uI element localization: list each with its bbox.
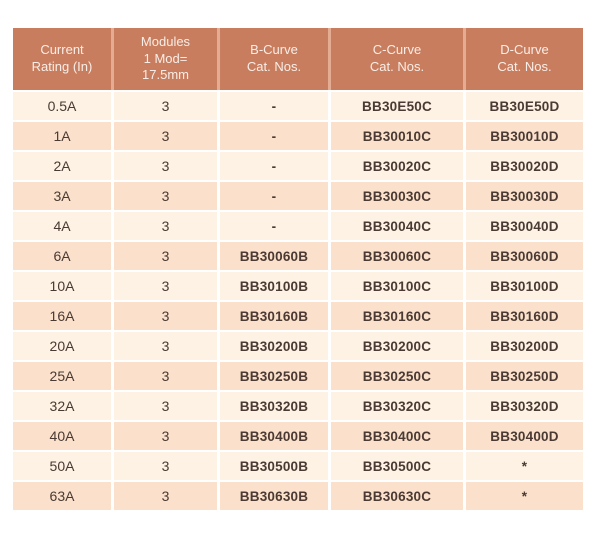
column-header-modules: Modules 1 Mod= 17.5mm <box>111 28 217 90</box>
table-row-40A: 40A 3 BB30400B BB30400C BB30400D <box>13 422 583 450</box>
cell-d-curve-10A: BB30100D <box>466 272 583 300</box>
cell-current-rating-10A: 10A <box>13 272 111 300</box>
table-row-50A: 50A 3 BB30500B BB30500C * <box>13 452 583 480</box>
cell-b-curve-63A: BB30630B <box>220 482 328 510</box>
cell-current-rating-40A: 40A <box>13 422 111 450</box>
cell-modules-63A: 3 <box>114 482 217 510</box>
table-row-0.5A: 0.5A 3- BB30E50C BB30E50D <box>13 92 583 120</box>
cell-d-curve-1A: BB30010D <box>466 122 583 150</box>
cell-d-curve-2A: BB30020D <box>466 152 583 180</box>
cell-b-curve-40A: BB30400B <box>220 422 328 450</box>
cell-current-rating-32A: 32A <box>13 392 111 420</box>
table-row-1A: 1A 3- BB30010C BB30010D <box>13 122 583 150</box>
column-header-b-curve: B-Curve Cat. Nos. <box>217 28 328 90</box>
cell-modules-10A: 3 <box>114 272 217 300</box>
cell-d-curve-40A: BB30400D <box>466 422 583 450</box>
cell-d-curve-32A: BB30320D <box>466 392 583 420</box>
cell-d-curve-6A: BB30060D <box>466 242 583 270</box>
cell-b-curve-50A: BB30500B <box>220 452 328 480</box>
cell-c-curve-16A: BB30160C <box>331 302 463 330</box>
cell-b-curve-6A: BB30060B <box>220 242 328 270</box>
table-row-10A: 10A 3 BB30100B BB30100C BB30100D <box>13 272 583 300</box>
cell-d-curve-25A: BB30250D <box>466 362 583 390</box>
table-header-row: Current Rating (In) Modules 1 Mod= 17.5mm… <box>13 28 583 90</box>
cell-c-curve-1A: BB30010C <box>331 122 463 150</box>
table-row-4A: 4A 3- BB30040C BB30040D <box>13 212 583 240</box>
table-row-3A: 3A 3- BB30030C BB30030D <box>13 182 583 210</box>
cell-current-rating-4A: 4A <box>13 212 111 240</box>
cell-b-curve-0.5A: - <box>220 92 328 120</box>
cell-c-curve-3A: BB30030C <box>331 182 463 210</box>
cell-b-curve-1A: - <box>220 122 328 150</box>
cell-b-curve-20A: BB30200B <box>220 332 328 360</box>
cell-d-curve-50A: * <box>466 452 583 480</box>
cell-d-curve-0.5A: BB30E50D <box>466 92 583 120</box>
cell-modules-1A: 3 <box>114 122 217 150</box>
table-row-16A: 16A 3 BB30160B BB30160C BB30160D <box>13 302 583 330</box>
cell-d-curve-63A: * <box>466 482 583 510</box>
column-header-c-curve: C-Curve Cat. Nos. <box>328 28 463 90</box>
cell-modules-3A: 3 <box>114 182 217 210</box>
cell-c-curve-63A: BB30630C <box>331 482 463 510</box>
cell-current-rating-16A: 16A <box>13 302 111 330</box>
cell-c-curve-0.5A: BB30E50C <box>331 92 463 120</box>
cell-modules-16A: 3 <box>114 302 217 330</box>
cell-modules-50A: 3 <box>114 452 217 480</box>
cell-b-curve-32A: BB30320B <box>220 392 328 420</box>
cell-c-curve-32A: BB30320C <box>331 392 463 420</box>
cell-current-rating-20A: 20A <box>13 332 111 360</box>
cell-modules-2A: 3 <box>114 152 217 180</box>
cell-current-rating-0.5A: 0.5A <box>13 92 111 120</box>
cell-b-curve-2A: - <box>220 152 328 180</box>
cell-b-curve-3A: - <box>220 182 328 210</box>
catalog-table: Current Rating (In) Modules 1 Mod= 17.5mm… <box>10 26 586 512</box>
cell-modules-4A: 3 <box>114 212 217 240</box>
table-row-25A: 25A 3 BB30250B BB30250C BB30250D <box>13 362 583 390</box>
cell-c-curve-25A: BB30250C <box>331 362 463 390</box>
cell-modules-32A: 3 <box>114 392 217 420</box>
cell-current-rating-1A: 1A <box>13 122 111 150</box>
cell-modules-0.5A: 3 <box>114 92 217 120</box>
table-row-32A: 32A 3 BB30320B BB30320C BB30320D <box>13 392 583 420</box>
cell-c-curve-4A: BB30040C <box>331 212 463 240</box>
column-header-current-rating: Current Rating (In) <box>13 28 111 90</box>
cell-current-rating-3A: 3A <box>13 182 111 210</box>
table-body: 0.5A 3- BB30E50C BB30E50D 1A 3- BB30010C BB3001… <box>13 92 583 510</box>
cell-b-curve-25A: BB30250B <box>220 362 328 390</box>
cell-d-curve-3A: BB30030D <box>466 182 583 210</box>
cell-d-curve-16A: BB30160D <box>466 302 583 330</box>
cell-b-curve-10A: BB30100B <box>220 272 328 300</box>
cell-current-rating-50A: 50A <box>13 452 111 480</box>
table-row-2A: 2A 3- BB30020C BB30020D <box>13 152 583 180</box>
cell-c-curve-10A: BB30100C <box>331 272 463 300</box>
cell-d-curve-20A: BB30200D <box>466 332 583 360</box>
table-row-6A: 6A 3 BB30060B BB30060C BB30060D <box>13 242 583 270</box>
cell-modules-6A: 3 <box>114 242 217 270</box>
cell-c-curve-20A: BB30200C <box>331 332 463 360</box>
cell-current-rating-2A: 2A <box>13 152 111 180</box>
table-row-63A: 63A 3 BB30630B BB30630C * <box>13 482 583 510</box>
cell-b-curve-4A: - <box>220 212 328 240</box>
cell-modules-25A: 3 <box>114 362 217 390</box>
cell-b-curve-16A: BB30160B <box>220 302 328 330</box>
cell-current-rating-6A: 6A <box>13 242 111 270</box>
cell-modules-20A: 3 <box>114 332 217 360</box>
column-header-d-curve: D-Curve Cat. Nos. <box>463 28 583 90</box>
cell-modules-40A: 3 <box>114 422 217 450</box>
cell-current-rating-25A: 25A <box>13 362 111 390</box>
table-row-20A: 20A 3 BB30200B BB30200C BB30200D <box>13 332 583 360</box>
cell-c-curve-40A: BB30400C <box>331 422 463 450</box>
cell-current-rating-63A: 63A <box>13 482 111 510</box>
cell-c-curve-50A: BB30500C <box>331 452 463 480</box>
cell-c-curve-2A: BB30020C <box>331 152 463 180</box>
cell-c-curve-6A: BB30060C <box>331 242 463 270</box>
cell-d-curve-4A: BB30040D <box>466 212 583 240</box>
